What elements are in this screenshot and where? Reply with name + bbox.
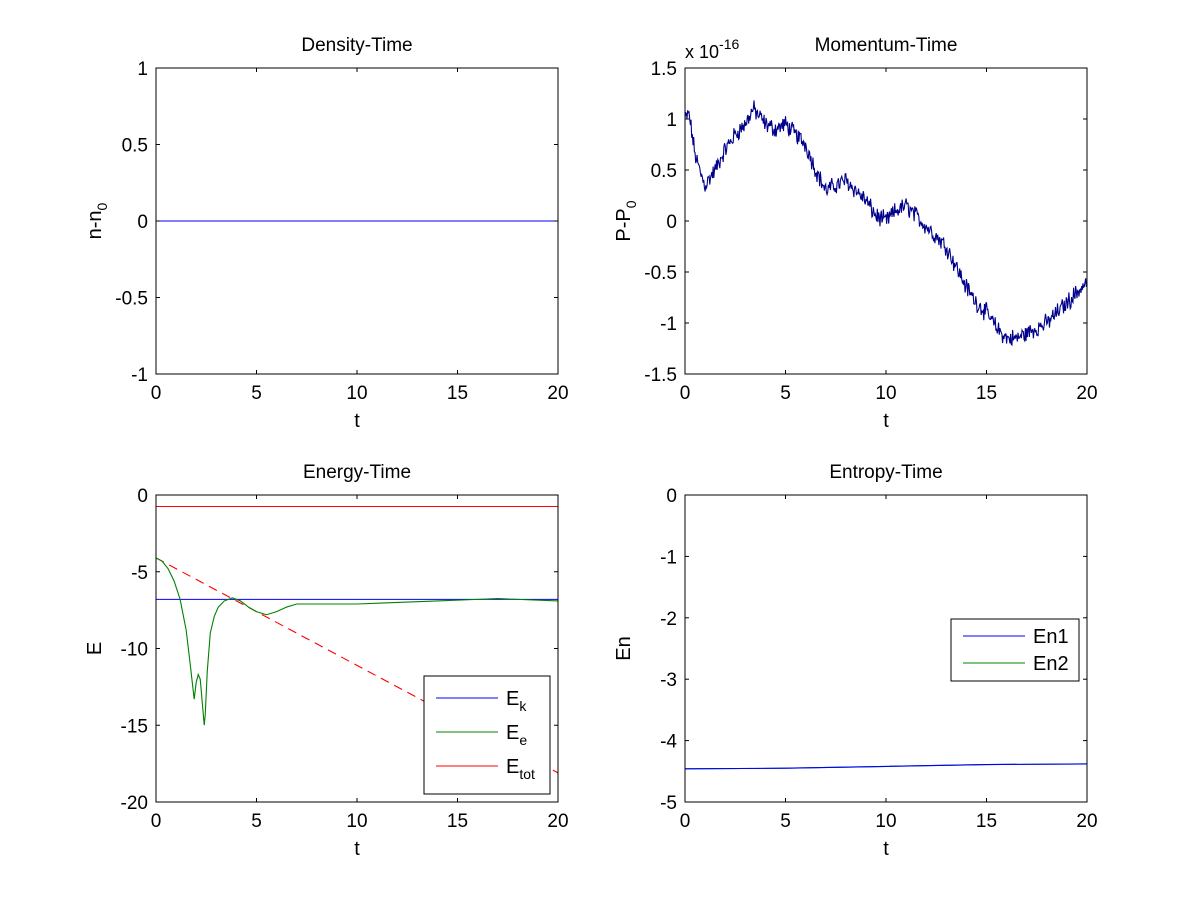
x-tick-label: 10 (875, 383, 896, 404)
y-tick-label: -10 (121, 640, 148, 661)
y-tick-label: -1 (660, 547, 677, 568)
x-axis-label: t (354, 410, 360, 432)
x-tick-label: 20 (547, 811, 568, 832)
legend-label: En2 (1033, 653, 1069, 675)
y-tick-label: -2 (660, 609, 677, 630)
x-tick-label: 5 (251, 383, 262, 404)
y-tick-label: 0 (666, 212, 677, 233)
x-tick-label: 0 (151, 383, 162, 404)
y-tick-label: -1.5 (644, 365, 677, 386)
x-tick-label: 5 (780, 383, 791, 404)
x-tick-label: 15 (976, 811, 997, 832)
series-line-en1 (685, 763, 1087, 770)
legend-label: En1 (1033, 626, 1069, 648)
x-tick-label: 0 (680, 811, 691, 832)
x-tick-label: 5 (251, 811, 262, 832)
y-tick-label: -4 (660, 732, 677, 753)
chart-title: Energy-Time (303, 462, 411, 483)
chart-title: Entropy-Time (829, 462, 942, 483)
x-tick-label: 10 (346, 811, 367, 832)
series-group (685, 763, 1087, 770)
y-tick-label: -0.5 (644, 263, 677, 284)
y-axis-label: E (84, 642, 106, 655)
x-tick-label: 5 (780, 811, 791, 832)
x-axis-label: t (883, 838, 889, 860)
y-tick-label: 1 (666, 110, 677, 131)
series-line-ee (156, 557, 558, 726)
x-tick-label: 10 (346, 383, 367, 404)
y-tick-label: -1 (660, 314, 677, 335)
x-tick-label: 10 (875, 811, 896, 832)
x-tick-label: 15 (447, 383, 468, 404)
chart-title: Density-Time (301, 35, 412, 56)
x-tick-label: 20 (1076, 383, 1097, 404)
series-group (685, 100, 1087, 347)
y-tick-label: -5 (660, 793, 677, 814)
x-tick-label: 0 (680, 383, 691, 404)
y-tick-label: 0 (137, 486, 148, 507)
y-tick-label: 1 (137, 59, 148, 80)
x-tick-label: 0 (151, 811, 162, 832)
x-tick-label: 20 (1076, 811, 1097, 832)
y-tick-label: -0.5 (115, 289, 148, 310)
y-tick-label: -3 (660, 670, 677, 691)
y-axis-label: En (613, 636, 635, 660)
y-tick-label: 1.5 (651, 59, 677, 80)
subplot-3: 0 5 10 15 20 -20 -15 -10 -5 0 Energy-Time t E EkEeEto… (84, 462, 569, 860)
y-tick-label: -15 (121, 716, 148, 737)
subplot-2: 0 5 10 15 20-1.5-1-0.500.511.5Momentum-Timex… (613, 35, 1098, 432)
x-axis-label: t (883, 410, 889, 432)
legend-box (423, 675, 551, 795)
y-tick-label: 0 (666, 486, 677, 507)
y-tick-label: -20 (121, 793, 148, 814)
y-tick-label: -1 (131, 365, 148, 386)
y-tick-label: -5 (131, 563, 148, 584)
x-tick-label: 15 (447, 811, 468, 832)
x-tick-label: 15 (976, 383, 997, 404)
legend-box (950, 618, 1080, 682)
series-line-1 (685, 100, 1087, 347)
x-tick-label: 20 (547, 383, 568, 404)
y-tick-label: 0.5 (651, 161, 677, 182)
chart-title: Momentum-Time (815, 35, 958, 56)
y-tick-label: 0.5 (122, 136, 148, 157)
y-tick-label: 0 (137, 212, 148, 233)
x-axis-label: t (354, 838, 360, 860)
